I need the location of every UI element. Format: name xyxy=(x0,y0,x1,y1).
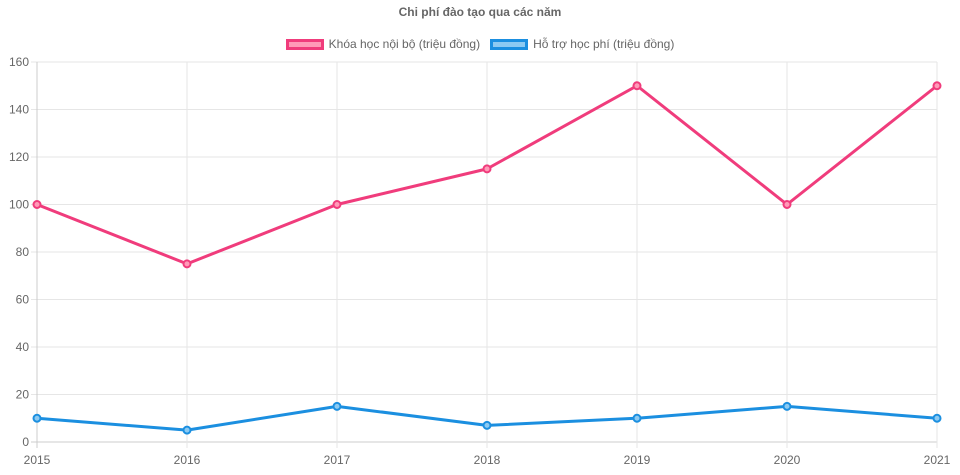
y-tick-label: 0 xyxy=(22,435,29,449)
x-tick-label: 2019 xyxy=(624,453,651,467)
legend-label-series-2: Hỗ trợ học phí (triệu đồng) xyxy=(533,37,675,51)
x-tick-label: 2021 xyxy=(924,453,951,467)
legend-item-series-1[interactable]: Khóa học nội bộ (triệu đồng) xyxy=(285,37,481,51)
legend-label-series-1: Khóa học nội bộ (triệu đồng) xyxy=(328,37,481,51)
data-point-series-1 xyxy=(332,200,342,209)
y-tick-label: 140 xyxy=(9,103,29,117)
data-point-series-1 xyxy=(932,81,942,91)
x-tick-label: 2018 xyxy=(474,453,501,467)
data-point-series-1 xyxy=(782,200,792,209)
y-tick-label: 160 xyxy=(9,55,29,69)
y-tick-label: 20 xyxy=(16,388,30,402)
x-tick-label: 2015 xyxy=(24,453,51,467)
chart-title: Chi phí đào tạo qua các năm xyxy=(398,5,562,19)
data-point-series-2 xyxy=(332,401,342,411)
x-tick-label: 2020 xyxy=(774,453,801,467)
data-point-series-1 xyxy=(32,200,42,209)
legend-item-series-2[interactable]: Hỗ trợ học phí (triệu đồng) xyxy=(490,37,674,51)
data-point-series-2 xyxy=(182,425,192,435)
data-point-series-2 xyxy=(482,420,492,430)
data-point-series-2 xyxy=(932,413,942,423)
data-point-series-2 xyxy=(32,413,42,423)
data-point-series-1 xyxy=(482,164,492,174)
legend-swatch-series-1 xyxy=(285,38,324,50)
y-tick-label: 40 xyxy=(16,340,30,354)
x-tick-label: 2017 xyxy=(324,453,351,467)
data-point-series-1 xyxy=(632,81,642,91)
data-point-series-2 xyxy=(782,401,792,411)
chart-legend: Khóa học nội bộ (triệu đồng) Hỗ trợ học … xyxy=(0,37,960,51)
y-tick-label: 120 xyxy=(9,150,29,164)
legend-swatch-series-2 xyxy=(490,38,529,50)
data-point-series-1 xyxy=(182,259,192,269)
y-tick-label: 80 xyxy=(16,245,30,259)
data-point-series-2 xyxy=(632,413,642,423)
y-tick-label: 60 xyxy=(16,293,30,307)
x-tick-label: 2016 xyxy=(174,453,201,467)
y-tick-label: 100 xyxy=(9,198,29,212)
